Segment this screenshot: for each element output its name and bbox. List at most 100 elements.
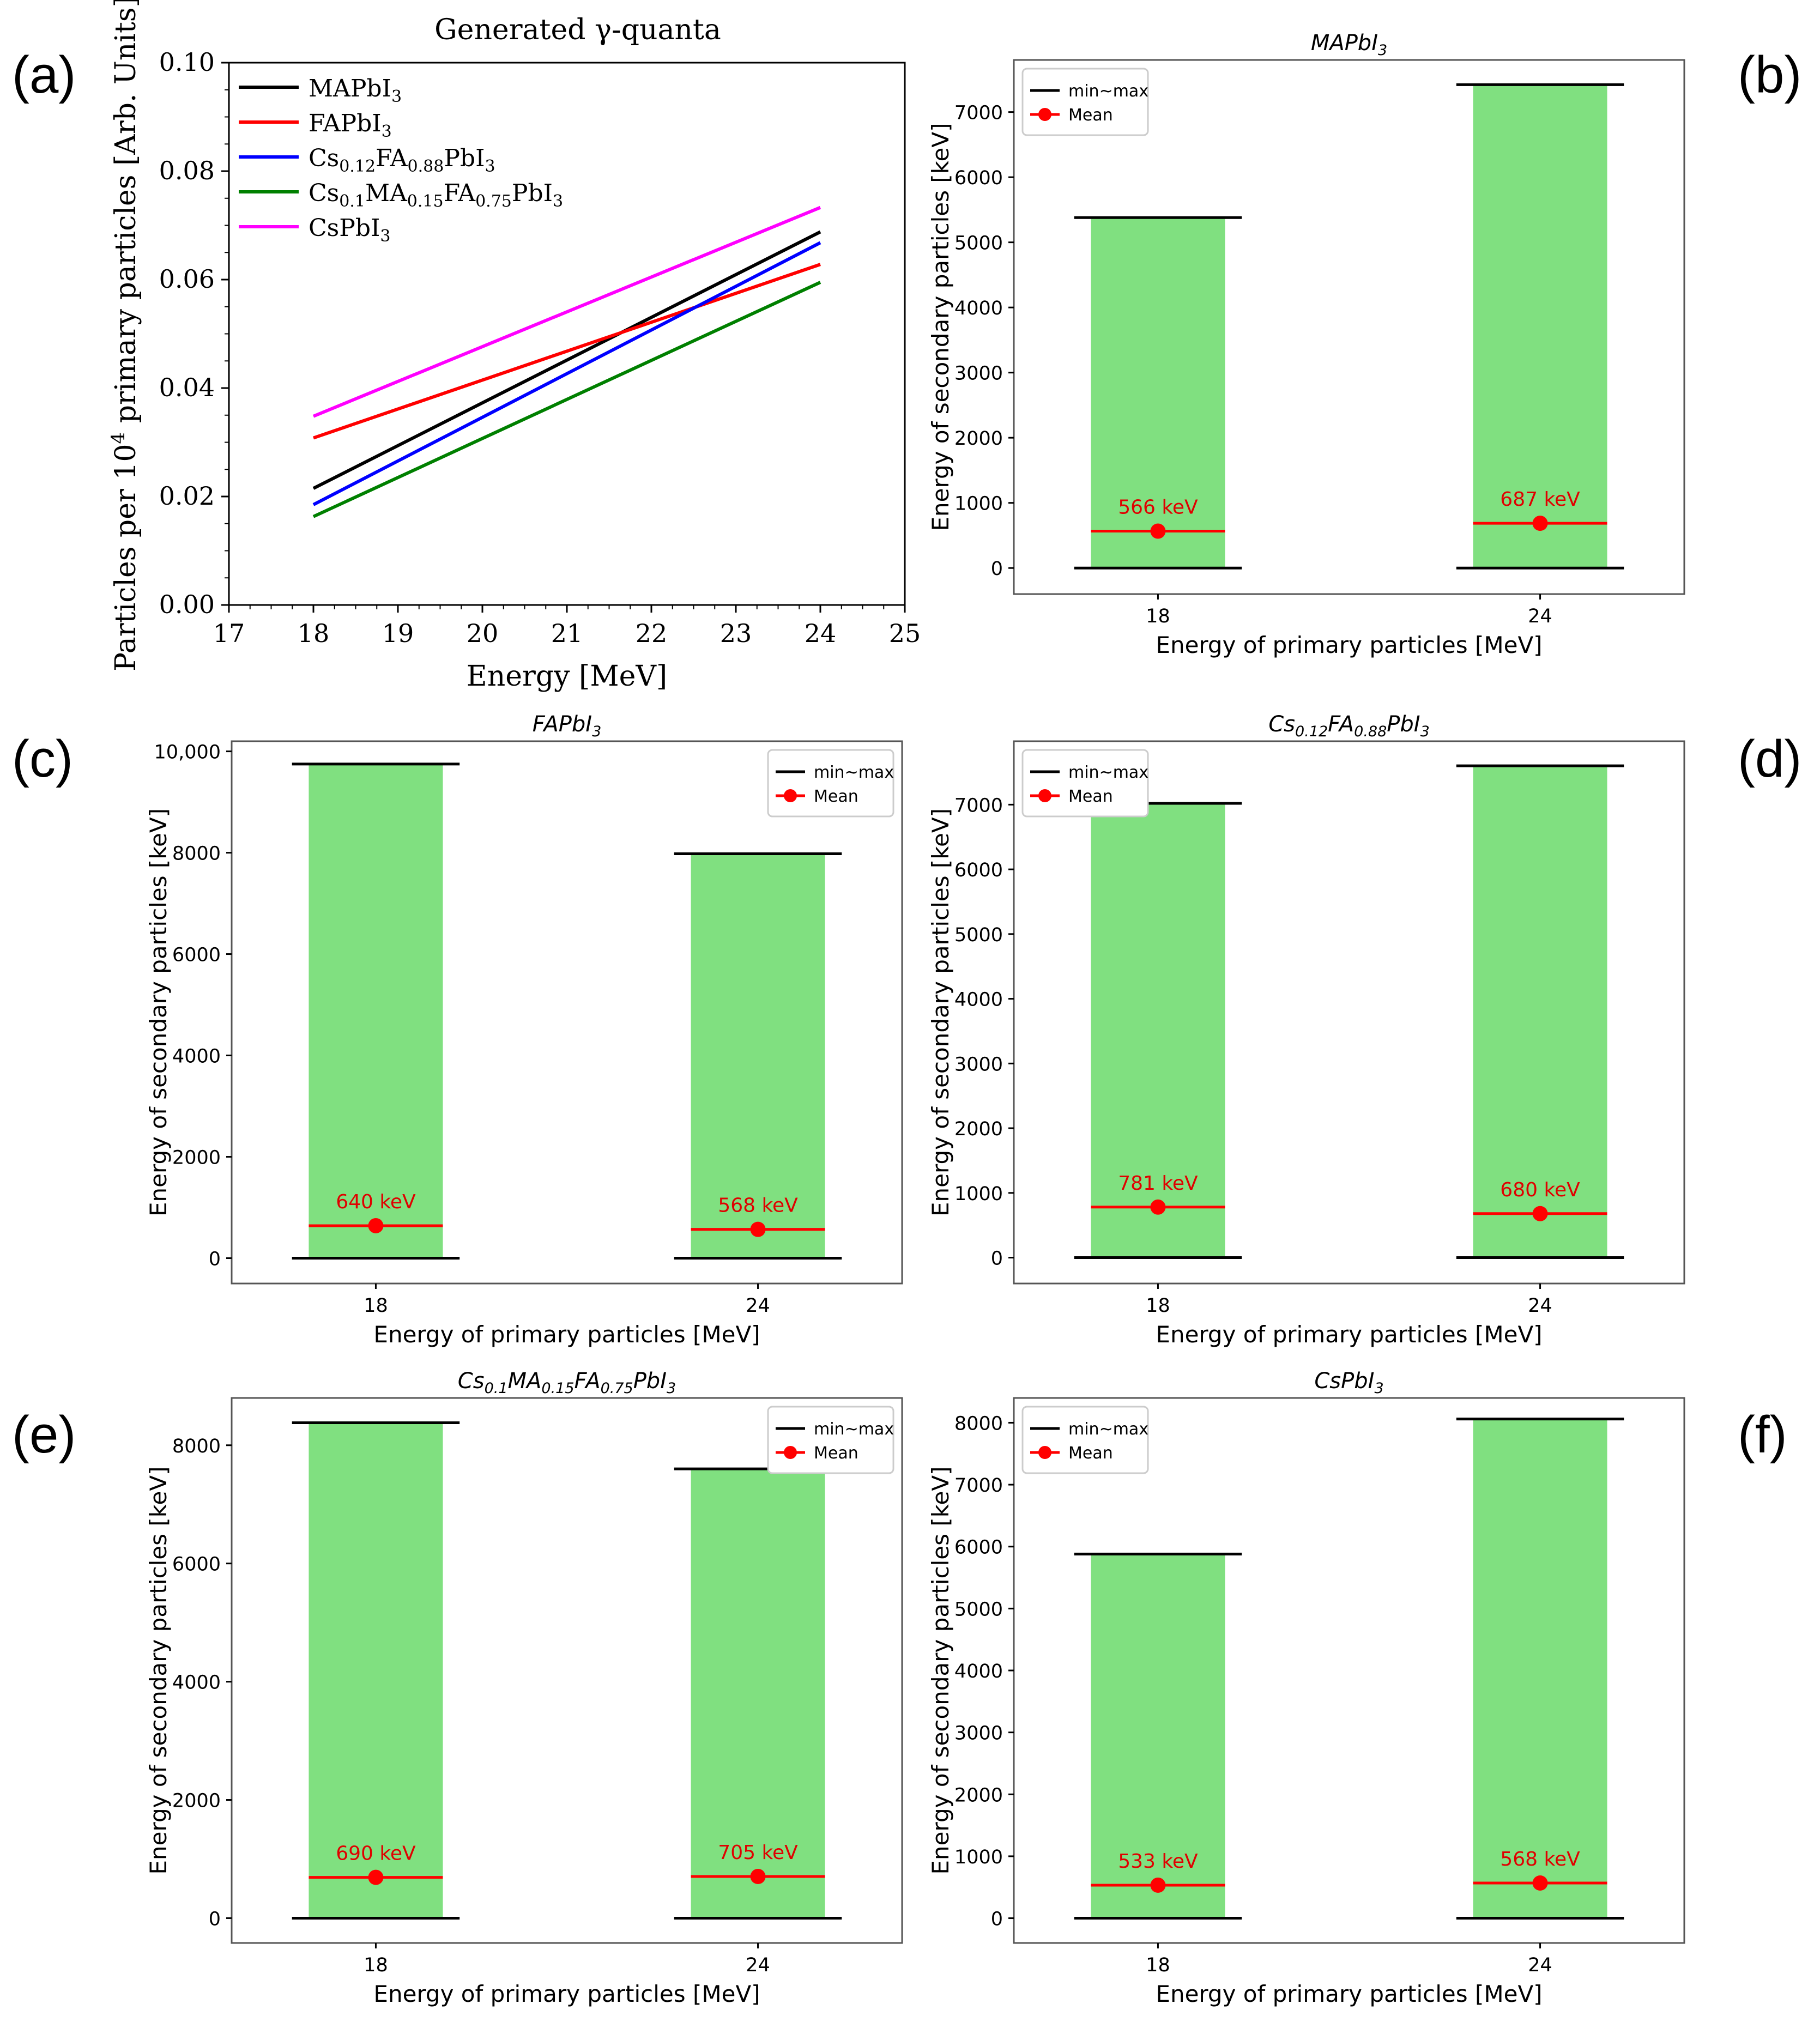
y-tick-label: 3000 xyxy=(954,363,1003,385)
x-tick-label: 19 xyxy=(382,619,414,648)
plot-frame xyxy=(1013,59,1685,595)
x-axis-label: Energy of primary particles [MeV] xyxy=(373,1981,760,2007)
y-axis-label: Particles per 104 primary particles [Arb… xyxy=(107,0,142,671)
mean-marker xyxy=(1532,1875,1548,1891)
subscript-text: 3 xyxy=(1420,723,1430,740)
y-tick-label: 6000 xyxy=(954,859,1003,881)
y-tick-label: 1000 xyxy=(954,1847,1003,1868)
mean-label: 687 keV xyxy=(1500,488,1580,511)
chart-title: CsPbI3 xyxy=(1314,1369,1383,1397)
y-tick-label: 7000 xyxy=(954,102,1003,124)
series-line-0 xyxy=(312,230,821,490)
y-tick-label: 3000 xyxy=(954,1723,1003,1745)
x-tick-label: 24 xyxy=(1528,1954,1552,1976)
line-chart-gamma-quanta: 17 18 19 20 21 22 23 24 25 0.00 0.02 0.04 0.06 0.08 0.… xyxy=(107,0,921,693)
legend-box xyxy=(767,1406,894,1474)
subscript-text: 3 xyxy=(391,87,402,106)
x-tick-label: 18 xyxy=(1146,606,1170,627)
legend-entry: min~max xyxy=(1068,763,1148,782)
y-tick-label: 8000 xyxy=(172,1436,221,1457)
y-tick-label: 0.02 xyxy=(159,481,215,511)
range-chart-5: 533 keV 568 keV 0 1000 2000 3000 4000 5000 6000 7… xyxy=(927,1369,1685,2007)
mean-marker xyxy=(1150,1199,1166,1215)
legend-marker-mean xyxy=(784,789,797,802)
subscript-text: 3 xyxy=(667,1380,676,1397)
y-tick-label: 0 xyxy=(209,1908,221,1930)
legend-marker-mean xyxy=(1038,1446,1051,1459)
text-run: MAPbI xyxy=(1311,31,1378,56)
legend-entry: Cs0.1MA0.15FA0.75PbI3 xyxy=(309,179,563,211)
x-tick-label: 18 xyxy=(298,619,330,648)
legend-entry: min~max xyxy=(814,763,894,782)
y-tick-label: 4000 xyxy=(954,989,1003,1011)
series-line-4 xyxy=(312,205,821,418)
text-run: FAPbI xyxy=(533,712,592,737)
y-tick-label: 3000 xyxy=(954,1054,1003,1075)
y-tick-label: 2000 xyxy=(954,1118,1003,1140)
legend-entry: MAPbI3 xyxy=(309,75,402,106)
y-tick-label: 6000 xyxy=(954,1537,1003,1559)
range-bar xyxy=(309,764,443,1258)
y-tick-label: 7000 xyxy=(954,1475,1003,1497)
y-tick-label: 8000 xyxy=(172,843,221,865)
panel-label-e: (e) xyxy=(12,1406,76,1464)
y-tick-label: 0 xyxy=(209,1249,221,1270)
x-tick-label: 24 xyxy=(805,619,837,648)
mean-label: 781 keV xyxy=(1118,1172,1198,1195)
legend-entry: Mean xyxy=(814,1444,858,1463)
subscript-text: 0.15 xyxy=(407,192,444,211)
text-run: Cs xyxy=(1268,712,1295,737)
subscript-text: 0.12 xyxy=(339,157,376,176)
legend-box xyxy=(1021,68,1149,136)
y-tick-label: 0.00 xyxy=(159,590,215,619)
x-tick-label: 21 xyxy=(551,619,583,648)
range-chart-2: 640 keV 568 keV 0 2000 4000 6000 8000 10,000 18 2… xyxy=(145,712,903,1348)
range-bar xyxy=(691,1469,825,1918)
mean-label: 533 keV xyxy=(1118,1850,1198,1873)
legend-entry: Mean xyxy=(1068,1444,1113,1463)
text-run: Particles per 10 xyxy=(110,444,142,671)
range-chart-3: 781 keV 680 keV 0 1000 2000 3000 4000 5000 6000 7… xyxy=(927,712,1685,1348)
y-tick-label: 10,000 xyxy=(154,742,221,764)
y-axis-label: Energy of secondary particles [keV] xyxy=(145,1466,172,1874)
subscript-text: 0.75 xyxy=(475,192,512,211)
x-axis-label: Energy of primary particles [MeV] xyxy=(373,1321,760,1348)
x-axis-label: Energy [MeV] xyxy=(467,660,667,693)
legend-box xyxy=(1021,749,1149,818)
x-tick-label: 17 xyxy=(213,619,245,648)
mean-marker xyxy=(750,1868,766,1884)
legend-marker-mean xyxy=(784,1446,797,1459)
x-tick-label: 22 xyxy=(636,619,668,648)
text-run: FA xyxy=(444,179,476,207)
legend-entry: min~max xyxy=(1068,82,1148,101)
mean-label: 680 keV xyxy=(1500,1179,1580,1201)
legend-marker-mean xyxy=(1038,789,1051,802)
legend-entry: Cs0.12FA0.88PbI3 xyxy=(309,144,495,176)
y-axis-label: Energy of secondary particles [keV] xyxy=(927,808,954,1216)
x-tick-label: 24 xyxy=(1528,606,1552,627)
text-run: CsPbI xyxy=(309,214,380,242)
text-run: primary particles [Arb. Units] xyxy=(110,0,142,432)
y-tick-label: 1000 xyxy=(954,493,1003,515)
y-tick-label: 8000 xyxy=(954,1413,1003,1434)
series-line-1 xyxy=(313,263,821,440)
x-tick-label: 23 xyxy=(720,619,752,648)
subscript-text: 3 xyxy=(592,723,601,740)
subscript-text: 0.88 xyxy=(408,157,444,176)
subscript-text: 3 xyxy=(553,192,563,211)
mean-marker xyxy=(1150,1877,1166,1893)
y-tick-label: 5000 xyxy=(954,1599,1003,1620)
legend-marker-mean xyxy=(1038,108,1051,121)
y-tick-label: 0.06 xyxy=(159,264,215,294)
mean-marker xyxy=(368,1869,384,1885)
mean-marker xyxy=(368,1218,384,1233)
subscript-text: 0.1 xyxy=(485,1380,508,1397)
text-run: Cs xyxy=(458,1369,485,1394)
mean-label: 690 keV xyxy=(336,1843,416,1865)
legend-entry: Mean xyxy=(1068,787,1113,806)
y-tick-label: 0 xyxy=(991,1248,1003,1270)
x-axis-label: Energy of primary particles [MeV] xyxy=(1156,1321,1542,1348)
legend-entry: min~max xyxy=(814,1420,894,1439)
